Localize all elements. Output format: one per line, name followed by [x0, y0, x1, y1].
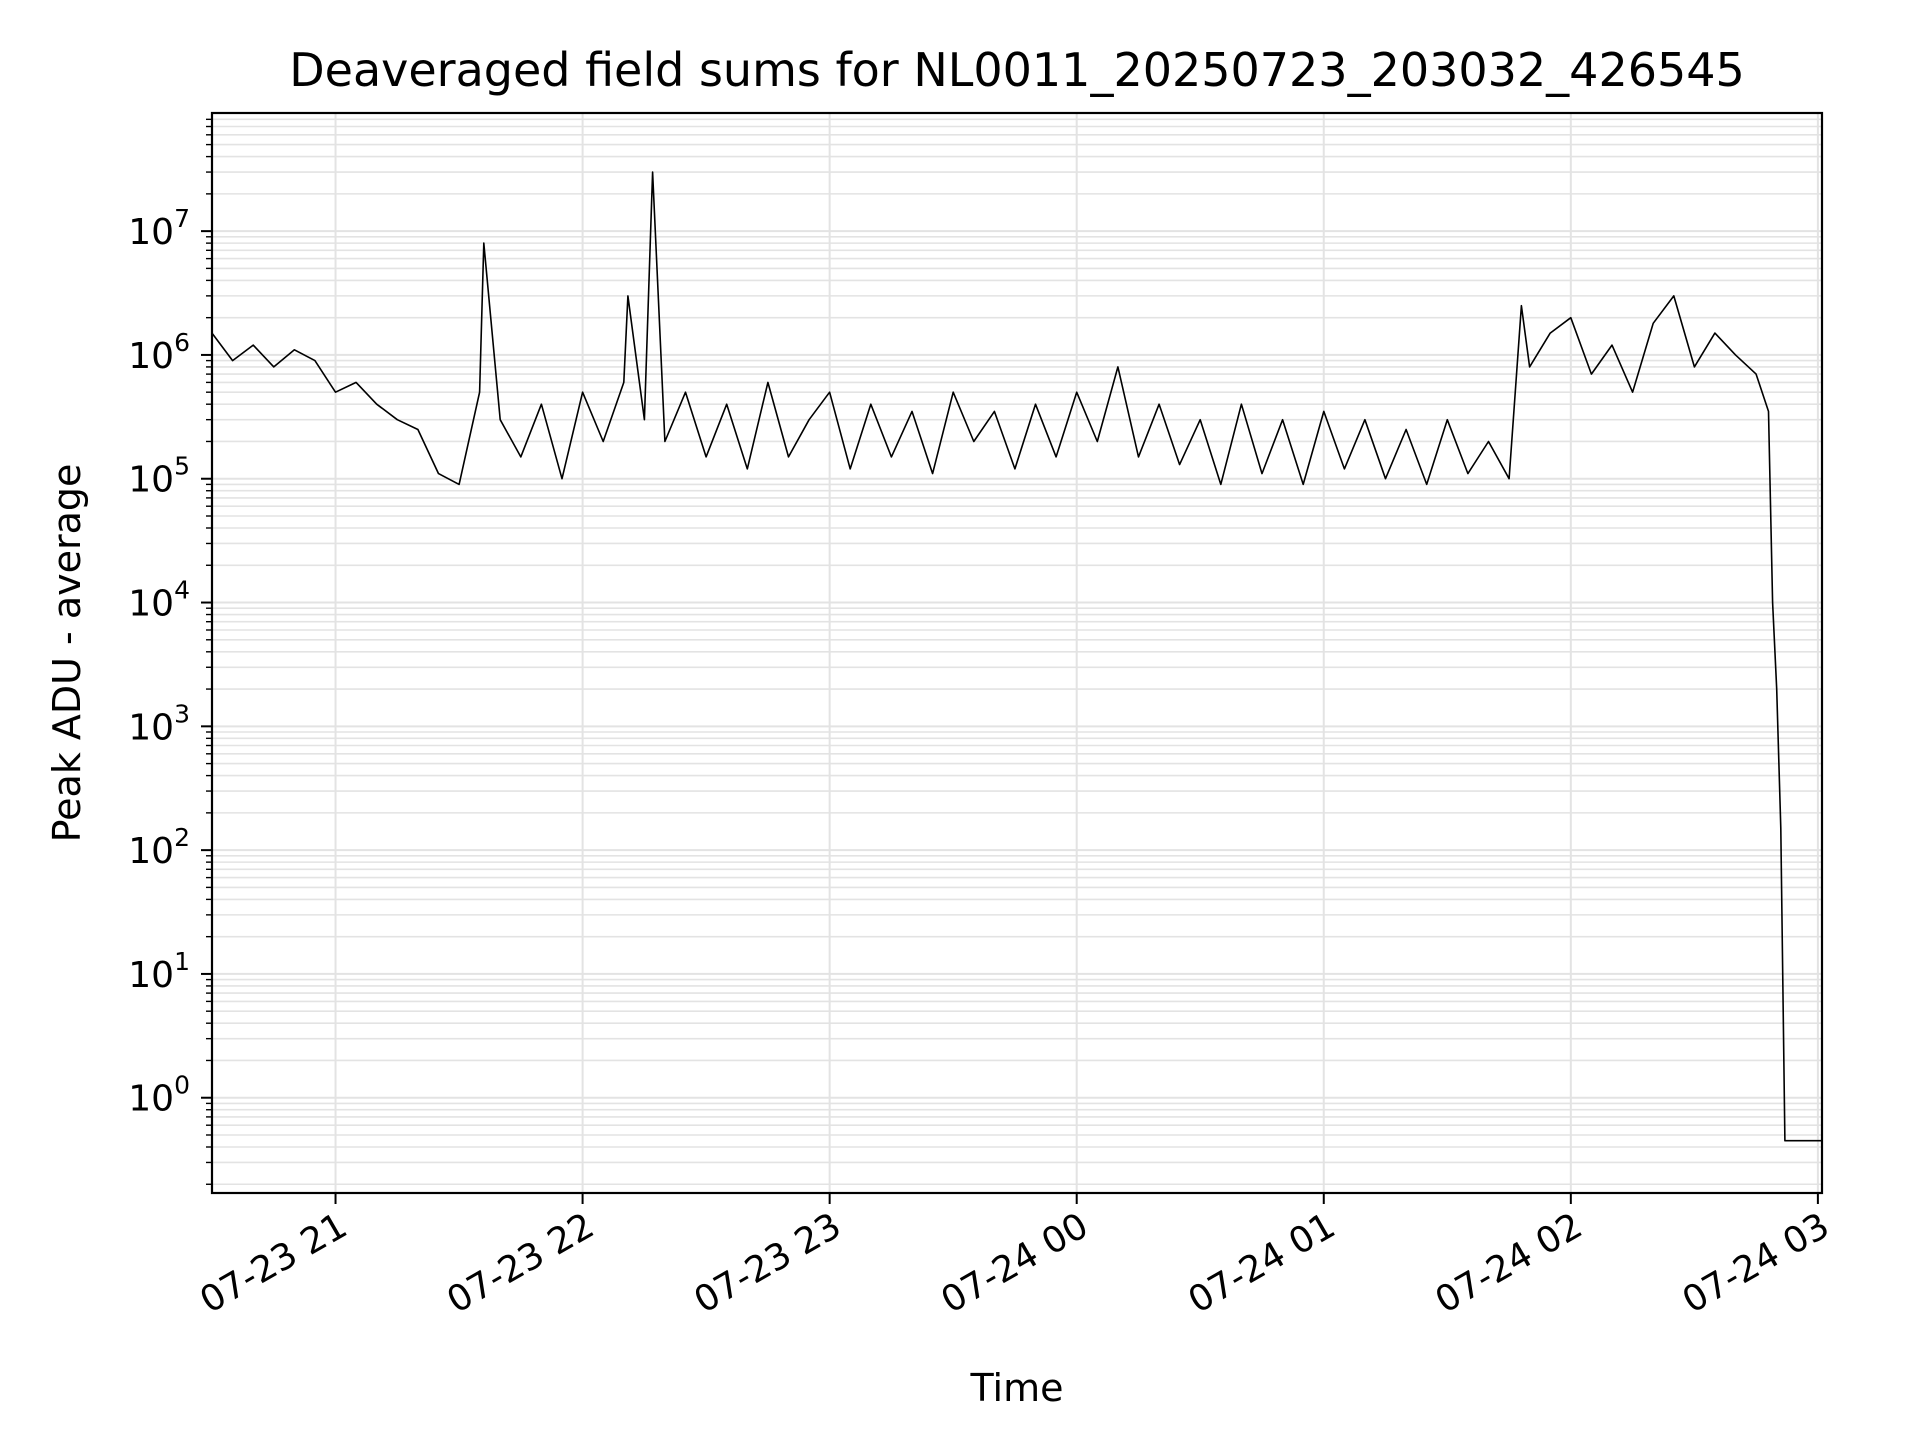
x-tick-label: 07-24 01 — [1182, 1205, 1343, 1321]
y-tick-label: 100 — [128, 1071, 190, 1120]
y-axis-label: Peak ADU - average — [45, 464, 89, 843]
y-tick-label: 104 — [128, 576, 190, 625]
x-tick-label: 07-24 00 — [935, 1205, 1096, 1321]
y-tick-label: 105 — [128, 452, 190, 501]
x-axis-label: Time — [970, 1366, 1064, 1410]
y-tick-label: 102 — [128, 823, 190, 872]
series-line — [211, 171, 1822, 1142]
plot-frame — [210, 111, 1824, 1195]
x-tick-label: 07-24 03 — [1676, 1205, 1837, 1321]
x-axis-ticks: 07-23 21 07-23 22 07-23 23 07-24 00 07-24 01… — [193, 1193, 1836, 1322]
x-tick-label: 07-24 02 — [1429, 1205, 1590, 1321]
y-axis-ticks: 100 101 102 103 104 105 106 107 — [128, 118, 212, 1185]
grid-lines — [212, 113, 1822, 1193]
y-tick-label: 106 — [128, 328, 190, 377]
series-layer — [211, 171, 1822, 1142]
y-tick-label: 101 — [128, 947, 190, 996]
y-tick-label: 103 — [128, 699, 190, 748]
x-tick-label: 07-23 22 — [440, 1205, 601, 1321]
chart-title: Deaveraged field sums for NL0011_2025072… — [289, 43, 1745, 97]
y-tick-label: 107 — [128, 204, 190, 253]
x-tick-label: 07-23 23 — [687, 1205, 848, 1321]
x-tick-label: 07-23 21 — [193, 1205, 354, 1321]
